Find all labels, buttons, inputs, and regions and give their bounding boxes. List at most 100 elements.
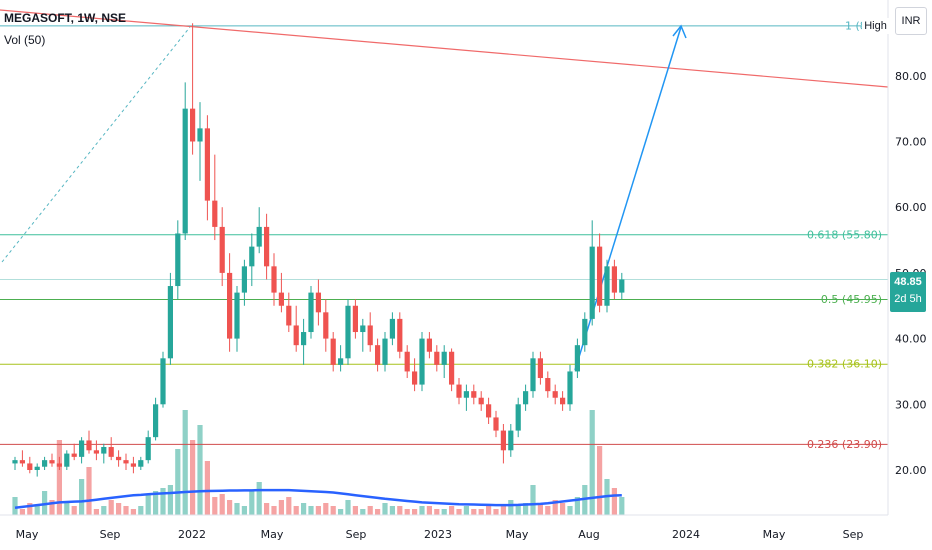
time-tick-label: 2024 — [672, 528, 700, 541]
candle-body[interactable] — [160, 358, 166, 405]
price-tick-label: 80.00 — [895, 70, 927, 83]
candle-body[interactable] — [367, 325, 373, 346]
candle-body[interactable] — [175, 233, 181, 287]
candle-body[interactable] — [426, 338, 432, 352]
candle-body[interactable] — [552, 391, 558, 398]
descending-trendline[interactable] — [0, 9, 889, 88]
candle-body[interactable] — [212, 200, 218, 227]
candle-body[interactable] — [234, 292, 240, 339]
dotted-trendline[interactable] — [1, 26, 191, 263]
candle-body[interactable] — [227, 272, 233, 339]
candle-body[interactable] — [123, 460, 129, 464]
candle-body[interactable] — [27, 463, 33, 470]
candle-body[interactable] — [12, 460, 18, 464]
candle-body[interactable] — [352, 305, 358, 333]
candle-body[interactable] — [360, 325, 366, 333]
candle-body[interactable] — [34, 466, 40, 470]
candle-body[interactable] — [619, 279, 625, 293]
candle-body[interactable] — [567, 371, 573, 405]
candle-body[interactable] — [153, 404, 159, 438]
candle-body[interactable] — [515, 404, 521, 431]
candle-body[interactable] — [197, 128, 203, 142]
candle-body[interactable] — [375, 345, 381, 365]
volume-bar — [27, 503, 33, 515]
candle-body[interactable] — [278, 292, 284, 306]
candle-body[interactable] — [597, 246, 603, 306]
candle-body[interactable] — [19, 460, 25, 464]
volume-bar — [204, 461, 210, 515]
candle-body[interactable] — [441, 351, 447, 365]
candle-body[interactable] — [397, 318, 403, 352]
candle-body[interactable] — [404, 351, 410, 372]
candle-body[interactable] — [264, 226, 270, 267]
candle-body[interactable] — [545, 378, 551, 392]
candle-body[interactable] — [471, 391, 477, 398]
candle-body[interactable] — [611, 266, 617, 293]
candle-body[interactable] — [301, 332, 307, 346]
candle-body[interactable] — [456, 384, 462, 398]
candle-body[interactable] — [582, 318, 588, 346]
candle-body[interactable] — [330, 338, 336, 365]
candle-body[interactable] — [286, 305, 292, 326]
candle-body[interactable] — [86, 440, 92, 451]
candle-body[interactable] — [64, 453, 70, 467]
candle-body[interactable] — [145, 437, 151, 461]
candle-body[interactable] — [308, 292, 314, 333]
candle-body[interactable] — [271, 266, 277, 293]
candle-body[interactable] — [537, 358, 543, 379]
candle-body[interactable] — [256, 226, 262, 247]
candle-body[interactable] — [589, 246, 595, 319]
candle-body[interactable] — [101, 447, 107, 454]
fib-label-0.236: 0.236 (23.90) — [807, 438, 882, 451]
volume-bar — [523, 503, 529, 515]
candle-body[interactable] — [241, 266, 247, 293]
candle-body[interactable] — [49, 460, 55, 464]
candle-body[interactable] — [315, 292, 321, 313]
candle-body[interactable] — [323, 312, 329, 339]
candle-body[interactable] — [71, 453, 77, 457]
candle-body[interactable] — [478, 397, 484, 405]
candle-body[interactable] — [508, 430, 514, 451]
candle-body[interactable] — [412, 371, 418, 385]
candle-body[interactable] — [93, 450, 99, 454]
candle-body[interactable] — [463, 391, 469, 398]
candle-body[interactable] — [500, 430, 506, 451]
candle-body[interactable] — [574, 345, 580, 372]
candle-body[interactable] — [116, 456, 122, 461]
candle-body[interactable] — [204, 128, 210, 201]
candle-body[interactable] — [389, 318, 395, 339]
candle-body[interactable] — [434, 351, 440, 365]
candle-body[interactable] — [42, 460, 48, 467]
volume-bar — [86, 467, 92, 515]
candle-body[interactable] — [56, 463, 62, 467]
candle-body[interactable] — [338, 358, 344, 365]
candle-body[interactable] — [560, 397, 566, 405]
candle-body[interactable] — [382, 338, 388, 365]
time-tick-label: May — [763, 528, 786, 541]
candle-body[interactable] — [604, 266, 610, 306]
symbol-title[interactable]: MEGASOFT, 1W, NSE — [4, 11, 127, 25]
candle-body[interactable] — [182, 108, 188, 234]
candle-body[interactable] — [108, 447, 114, 457]
price-tick-label: 20.00 — [895, 464, 927, 477]
currency-button[interactable]: INR — [895, 7, 927, 35]
candle-body[interactable] — [190, 108, 196, 142]
candle-body[interactable] — [138, 460, 144, 467]
candle-body[interactable] — [79, 440, 85, 457]
candle-body[interactable] — [486, 404, 492, 418]
candle-body[interactable] — [130, 463, 136, 467]
candle-body[interactable] — [530, 358, 536, 392]
candle-body[interactable] — [293, 325, 299, 346]
candle-body[interactable] — [219, 226, 225, 273]
candle-body[interactable] — [345, 305, 351, 359]
candle-body[interactable] — [493, 417, 499, 431]
candle-body[interactable] — [167, 286, 173, 359]
candle-body[interactable] — [249, 246, 255, 267]
time-axis[interactable]: May Sep 2022 May Sep 2023 May Aug 2024 May Sep — [16, 528, 864, 541]
candle-body[interactable] — [449, 351, 455, 385]
volume-label[interactable]: Vol (50) — [4, 33, 46, 47]
candle-body[interactable] — [523, 391, 529, 405]
volume-bar — [463, 506, 469, 515]
candle-body[interactable] — [419, 338, 425, 385]
